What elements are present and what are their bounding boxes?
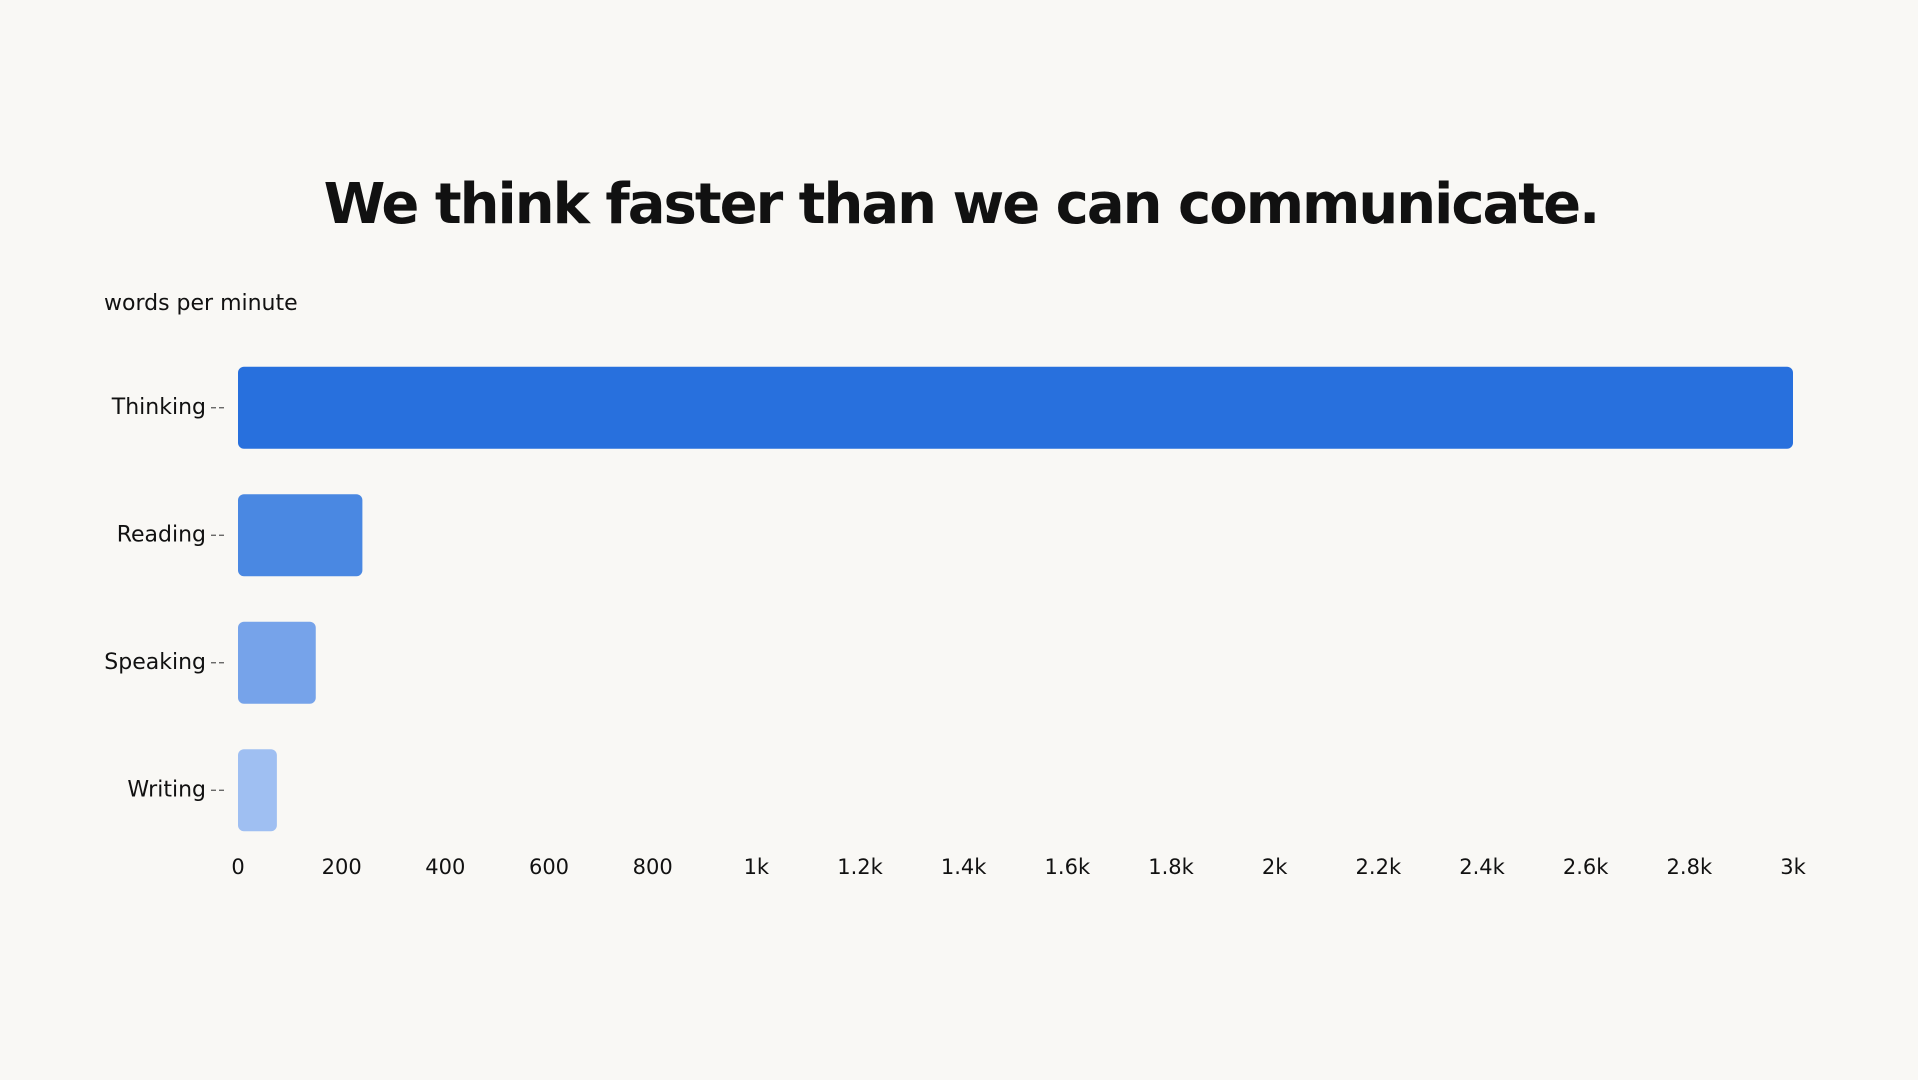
axis-label: words per minute (104, 291, 298, 316)
bar (238, 621, 316, 704)
x-tick-label: 200 (322, 855, 362, 879)
x-tick-label: 2.4k (1459, 855, 1505, 879)
y-tick-label: Writing (127, 777, 206, 802)
x-tick-label: 600 (529, 855, 569, 879)
y-tick-label: Speaking (104, 650, 206, 675)
x-tick-label: 2.6k (1563, 855, 1609, 879)
bar (238, 749, 277, 832)
bar (238, 366, 1793, 449)
x-tick-label: 1.6k (1045, 855, 1091, 879)
bar (238, 494, 363, 577)
x-tick-label: 1k (744, 855, 770, 879)
x-tick-label: 2.8k (1667, 855, 1713, 879)
x-tick-label: 0 (231, 855, 244, 879)
chart-title: We think faster than we can communicate. (324, 172, 1599, 237)
x-tick-label: 800 (633, 855, 673, 879)
y-tick-label: Thinking (111, 395, 206, 420)
x-tick-label: 2.2k (1356, 855, 1402, 879)
x-tick-label: 1.8k (1148, 855, 1194, 879)
x-tick-label: 3k (1780, 855, 1806, 879)
x-tick-label: 1.2k (837, 855, 883, 879)
x-tick-label: 2k (1262, 855, 1288, 879)
y-tick-label: Reading (117, 522, 206, 547)
x-tick-label: 400 (425, 855, 465, 879)
x-tick-label: 1.4k (941, 855, 987, 879)
